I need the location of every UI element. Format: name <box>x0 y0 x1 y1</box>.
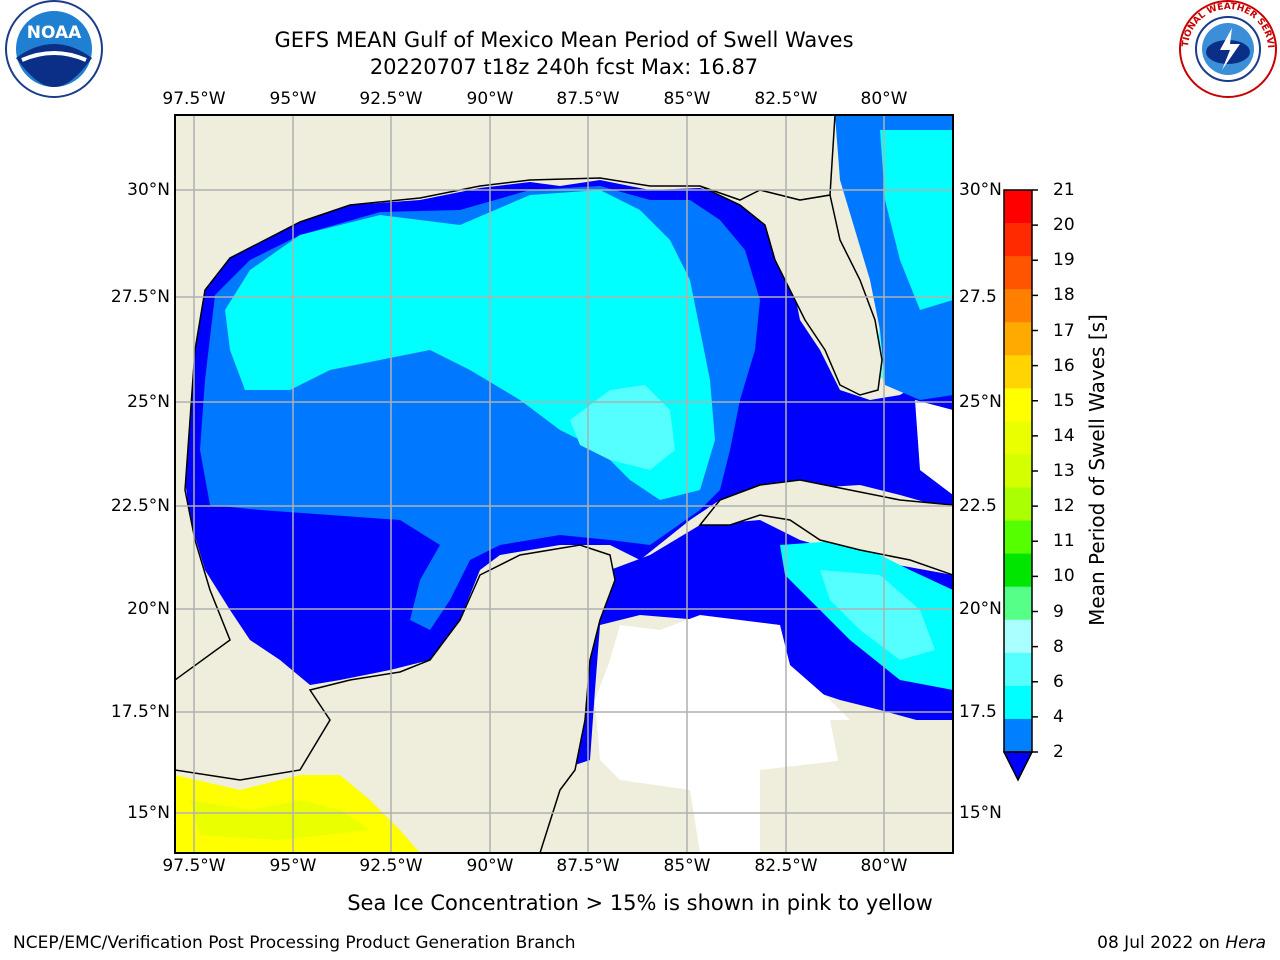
colorbar-tick-label: 8 <box>1053 636 1064 657</box>
colorbar-tick-label: 15 <box>1053 390 1075 411</box>
lon-label-top: 92.5°W <box>359 89 423 109</box>
nws-logo-text: NATIONAL WEATHER SERVICE <box>0 0 1275 48</box>
colorbar-swatch <box>1004 256 1032 290</box>
lon-label-top: 85°W <box>663 89 711 109</box>
colorbar-swatch <box>1004 190 1032 224</box>
lon-label-top: 87.5°W <box>556 89 620 109</box>
lon-label-bottom: 90°W <box>466 856 514 876</box>
colorbar-tick-label: 9 <box>1053 601 1064 622</box>
colorbar-tick-label: 12 <box>1053 496 1075 517</box>
colorbar-tick-label: 6 <box>1053 671 1064 692</box>
lon-label-top: 82.5°W <box>754 89 818 109</box>
colorbar-swatch <box>1004 520 1032 555</box>
colorbar-tick-label: 18 <box>1053 285 1075 306</box>
footer-host: Hera <box>1225 933 1266 953</box>
lat-label-left: 15°N <box>127 803 170 823</box>
lat-label-right: 15°N <box>959 803 1002 823</box>
lat-label-right: 22.5 <box>959 496 997 516</box>
lon-label-bottom: 95°W <box>269 856 317 876</box>
colorbar-swatch <box>1004 289 1032 323</box>
lat-label-right: 30°N <box>959 180 1002 200</box>
colorbar-swatch <box>1004 223 1032 257</box>
lat-label-left: 22.5°N <box>110 496 170 516</box>
lat-label-left: 25°N <box>127 392 170 412</box>
colorbar-tick-label: 14 <box>1053 425 1075 446</box>
svg-text:NATIONAL WEATHER SERVICE: NATIONAL WEATHER SERVICE <box>0 0 1275 48</box>
colorbar-swatch <box>1004 355 1032 389</box>
colorbar-swatch <box>1004 322 1032 356</box>
colorbar-swatch <box>1004 454 1032 489</box>
swell-field-8-9 <box>570 385 675 470</box>
mexico-land <box>175 115 836 681</box>
colorbar-tick-label: 20 <box>1053 215 1075 236</box>
colorbar-tick-label: 4 <box>1053 706 1064 727</box>
footer-date: 08 Jul 2022 on Hera <box>1097 933 1266 953</box>
colorbar-swatch <box>1004 652 1032 687</box>
colorbar-tick-label: 2 <box>1053 742 1064 762</box>
colorbar-swatch <box>1004 553 1032 588</box>
lat-label-right: 17.5 <box>959 702 997 722</box>
colorbar-tick-label: 21 <box>1053 180 1075 200</box>
colorbar <box>1002 189 1038 782</box>
lat-label-left: 30°N <box>127 180 170 200</box>
nws-logo: NATIONAL WEATHER SERVICE <box>0 0 1277 98</box>
colorbar-extend-arrow <box>1002 751 1034 782</box>
lat-label-left: 17.5°N <box>110 702 170 722</box>
colorbar-swatch <box>1004 718 1032 753</box>
lat-label-right: 25°N <box>959 392 1002 412</box>
graticule <box>175 115 953 853</box>
colorbar-title: Mean Period of Swell Waves [s] <box>1085 314 1109 626</box>
cuba-land <box>698 479 953 576</box>
map-subtitle: 20220707 t18z 240h fcst Max: 16.87 <box>369 55 759 79</box>
noaa-logo-text: NOAA <box>27 23 82 43</box>
footer-credit: NCEP/EMC/Verification Post Processing Pr… <box>13 933 576 953</box>
lon-label-top: 90°W <box>466 89 514 109</box>
lon-label-bottom: 85°W <box>663 856 711 876</box>
lon-label-top: 97.5°W <box>162 89 226 109</box>
map-title: GEFS MEAN Gulf of Mexico Mean Period of … <box>274 28 854 52</box>
map-area <box>175 115 953 853</box>
colorbar-tick-label: 13 <box>1053 461 1075 481</box>
map-frame <box>174 114 954 854</box>
colorbar-tick-label: 11 <box>1053 531 1075 552</box>
lon-label-bottom: 82.5°W <box>754 856 818 876</box>
lon-label-top: 80°W <box>860 89 908 109</box>
colorbar-tick-label: 16 <box>1053 355 1075 376</box>
colorbar-swatch <box>1004 487 1032 522</box>
lat-label-left: 20°N <box>127 599 170 619</box>
lon-label-bottom: 97.5°W <box>162 856 226 876</box>
lat-label-right: 20°N <box>959 599 1002 619</box>
lat-label-left: 27.5°N <box>110 287 170 307</box>
colorbar-tick-label: 19 <box>1053 250 1075 271</box>
colorbar-tick-label: 17 <box>1053 320 1075 341</box>
colorbar-swatch <box>1004 586 1032 621</box>
lon-label-bottom: 92.5°W <box>359 856 423 876</box>
lon-label-bottom: 87.5°W <box>556 856 620 876</box>
lon-label-bottom: 80°W <box>860 856 908 876</box>
noaa-logo: NOAA <box>5 0 103 98</box>
lon-label-top: 95°W <box>269 89 317 109</box>
colorbar-swatch <box>1004 619 1032 654</box>
colorbar-swatch <box>1004 421 1032 455</box>
colorbar-tick-label: 10 <box>1053 566 1075 587</box>
colorbar-swatch <box>1004 685 1032 720</box>
sea-ice-note: Sea Ice Concentration > 15% is shown in … <box>347 891 933 915</box>
lat-label-right: 27.5 <box>959 287 997 307</box>
yucatan-land <box>175 544 616 853</box>
colorbar-swatch <box>1004 388 1032 422</box>
